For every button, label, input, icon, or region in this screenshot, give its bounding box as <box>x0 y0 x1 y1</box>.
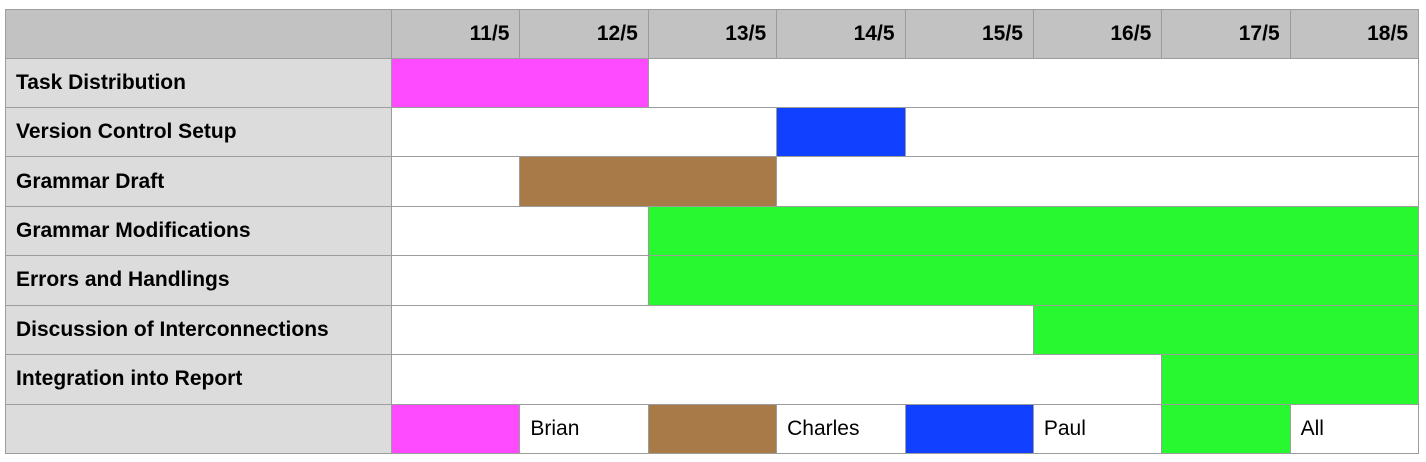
empty-cell <box>905 107 1419 158</box>
gantt-chart: 11/5 12/5 13/5 14/5 15/5 16/5 17/5 18/5 Task Dis… <box>5 9 1419 454</box>
task-bar <box>1162 355 1419 405</box>
task-label: Grammar Draft <box>5 157 392 207</box>
legend-swatch <box>905 404 1034 454</box>
empty-cell <box>392 206 649 257</box>
date-header: 12/5 <box>520 9 649 59</box>
task-bar <box>648 256 1419 306</box>
empty-cell <box>777 157 1419 207</box>
empty-cell <box>392 107 778 158</box>
date-header: 16/5 <box>1033 9 1163 59</box>
legend-swatch <box>648 404 778 454</box>
task-label: Task Distribution <box>5 58 392 108</box>
date-header: 18/5 <box>1290 9 1419 59</box>
date-header: 14/5 <box>777 9 906 59</box>
legend-swatch <box>1162 404 1291 454</box>
task-label: Version Control Setup <box>5 107 392 158</box>
empty-cell <box>392 355 1163 405</box>
empty-cell <box>392 305 1034 356</box>
task-bar <box>520 157 778 207</box>
legend-label: Charles <box>777 404 906 454</box>
task-label: Errors and Handlings <box>5 256 392 306</box>
task-bar <box>1033 305 1419 356</box>
empty-cell <box>392 256 649 306</box>
task-label: Grammar Modifications <box>5 206 392 257</box>
date-header: 13/5 <box>648 9 778 59</box>
legend-label: Brian <box>520 404 649 454</box>
task-label: Integration into Report <box>5 355 392 405</box>
task-bar <box>648 206 1419 257</box>
legend-corner <box>5 404 392 454</box>
date-header: 17/5 <box>1162 9 1291 59</box>
legend-swatch <box>392 404 521 454</box>
empty-cell <box>392 157 521 207</box>
empty-cell <box>648 58 1419 108</box>
task-bar <box>777 107 906 158</box>
legend-label: Paul <box>1033 404 1163 454</box>
legend-label: All <box>1290 404 1419 454</box>
task-label: Discussion of Interconnections <box>5 305 392 356</box>
header-corner <box>5 9 392 59</box>
date-header: 15/5 <box>905 9 1034 59</box>
task-bar <box>392 58 649 108</box>
date-header: 11/5 <box>392 9 521 59</box>
